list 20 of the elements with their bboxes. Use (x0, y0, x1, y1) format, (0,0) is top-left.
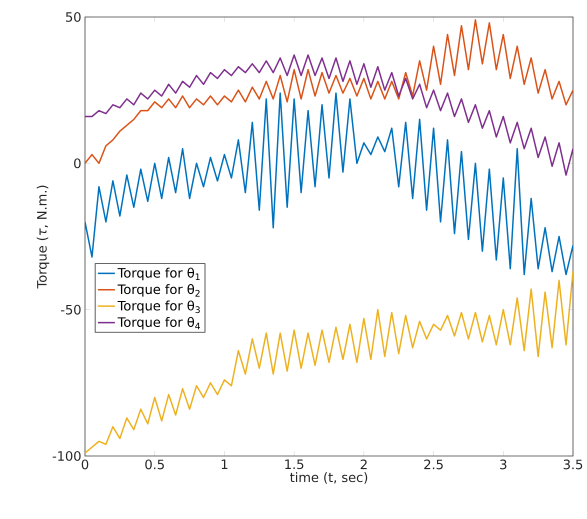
y-tick-label: 0 (74, 158, 81, 168)
x-tick-label: 0 (82, 460, 88, 470)
legend-label: Torque for θ$_{4}$ (118, 316, 200, 330)
x-tick-label: 1 (222, 460, 228, 469)
x-tick-label: 3.5 (564, 460, 582, 470)
y-tick-label: 50 (66, 12, 81, 22)
line-series (85, 19, 574, 164)
x-tick-label: 1.5 (285, 460, 304, 470)
y-tick-label: -50 (60, 304, 81, 315)
x-tick-label: 2.5 (424, 460, 443, 470)
line-series (85, 54, 574, 176)
legend-label: Torque for θ$_{1}$ (118, 268, 200, 280)
x-tick-label: 3 (500, 460, 506, 470)
x-tick-label: 2 (360, 460, 367, 470)
legend-label: Torque for θ$_{3}$ (118, 300, 200, 314)
x-axis-title: time (t, sec) (290, 472, 368, 484)
legend-label: Torque for θ$_{2}$ (118, 284, 200, 297)
y-tick-label: -100 (52, 451, 81, 461)
y-axis-title: Torque (τ, N.m.) (36, 186, 50, 288)
x-tick-label: 0.5 (145, 460, 164, 470)
